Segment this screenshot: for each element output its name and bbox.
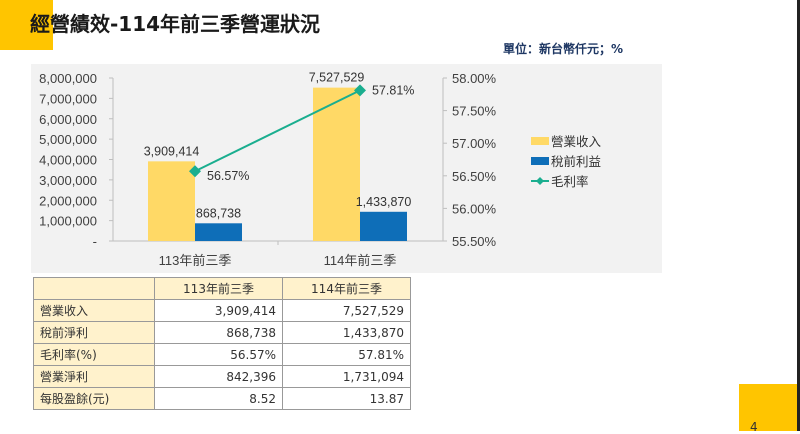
svg-text:56.50%: 56.50%: [452, 169, 497, 184]
page-title: 經營績效-114年前三季營運狀況: [30, 12, 321, 36]
window-edge: [797, 0, 800, 431]
svg-text:114年前三季: 114年前三季: [324, 253, 397, 268]
cell-113: 8.52: [154, 387, 283, 410]
svg-text:3,000,000: 3,000,000: [39, 173, 97, 188]
unit-note: 單位：新台幣仟元；%: [503, 42, 624, 56]
row-label: 稅前淨利: [33, 321, 155, 344]
bar-series: 3,909,414 868,738 7,527,529 1,433,870: [144, 71, 412, 242]
cell-113: 842,396: [154, 365, 283, 388]
cell-114: 13.87: [282, 387, 411, 410]
page-number: 4: [750, 420, 758, 434]
table-header-blank: [33, 277, 155, 300]
x-axis-labels: 113年前三季 114年前三季: [159, 253, 397, 268]
table-header-row: 113年前三季 114年前三季: [33, 277, 411, 300]
table-row: 毛利率(%) 56.57% 57.81%: [33, 343, 411, 366]
svg-text:56.00%: 56.00%: [452, 201, 497, 216]
cell-114: 1,731,094: [282, 365, 411, 388]
svg-text:6,000,000: 6,000,000: [39, 112, 97, 127]
table-row: 稅前淨利 868,738 1,433,870: [33, 321, 411, 344]
svg-text:868,738: 868,738: [196, 206, 241, 220]
svg-text:58.00%: 58.00%: [452, 71, 497, 86]
svg-text:57.50%: 57.50%: [452, 104, 497, 119]
margin-line-series: 56.57% 57.81%: [189, 83, 414, 183]
svg-text:2,000,000: 2,000,000: [39, 193, 97, 208]
svg-text:3,909,414: 3,909,414: [144, 144, 200, 158]
table-row: 營業收入 3,909,414 7,527,529: [33, 299, 411, 322]
row-label: 營業收入: [33, 299, 155, 322]
row-label: 營業淨利: [33, 365, 155, 388]
svg-text:毛利率: 毛利率: [551, 174, 589, 189]
cell-113: 3,909,414: [154, 299, 283, 322]
svg-text:7,000,000: 7,000,000: [39, 91, 97, 106]
svg-text:57.00%: 57.00%: [452, 136, 497, 151]
cell-114: 7,527,529: [282, 299, 411, 322]
svg-text:1,000,000: 1,000,000: [39, 214, 97, 229]
left-y-axis: - 1,000,000 2,000,000 3,000,000 4,000,000 5,0…: [39, 71, 443, 249]
cell-113: 56.57%: [154, 343, 283, 366]
table-header-113: 113年前三季: [154, 277, 283, 300]
svg-text:57.81%: 57.81%: [372, 83, 414, 97]
row-label: 每股盈餘(元): [33, 387, 155, 410]
svg-text:55.50%: 55.50%: [452, 234, 497, 249]
svg-text:營業收入: 營業收入: [551, 134, 602, 149]
svg-text:56.57%: 56.57%: [207, 169, 249, 183]
svg-text:4,000,000: 4,000,000: [39, 153, 97, 168]
cell-114: 1,433,870: [282, 321, 411, 344]
table-row: 營業淨利 842,396 1,731,094: [33, 365, 411, 388]
svg-text:稅前利益: 稅前利益: [551, 154, 601, 169]
corner-accent-block-bottom: [739, 384, 797, 431]
cell-114: 57.81%: [282, 343, 411, 366]
row-label: 毛利率(%): [33, 343, 155, 366]
cell-113: 868,738: [154, 321, 283, 344]
table-row: 每股盈餘(元) 8.52 13.87: [33, 387, 411, 410]
svg-text:5,000,000: 5,000,000: [39, 132, 97, 147]
combo-chart: - 1,000,000 2,000,000 3,000,000 4,000,000 5,0…: [39, 71, 602, 268]
table-header-114: 114年前三季: [282, 277, 411, 300]
svg-text:1,433,870: 1,433,870: [356, 195, 412, 209]
performance-table: 113年前三季 114年前三季 營業收入 3,909,414 7,527,529…: [33, 277, 411, 410]
svg-text:-: -: [93, 234, 97, 249]
svg-text:8,000,000: 8,000,000: [39, 71, 97, 86]
corner-accent-block: [0, 0, 53, 50]
svg-text:113年前三季: 113年前三季: [159, 253, 232, 268]
chart-panel: - 1,000,000 2,000,000 3,000,000 4,000,000 5,0…: [31, 64, 662, 273]
svg-text:7,527,529: 7,527,529: [309, 71, 365, 85]
right-y-axis: 55.50% 56.00% 56.50% 57.00% 57.50% 58.00%: [442, 71, 497, 249]
